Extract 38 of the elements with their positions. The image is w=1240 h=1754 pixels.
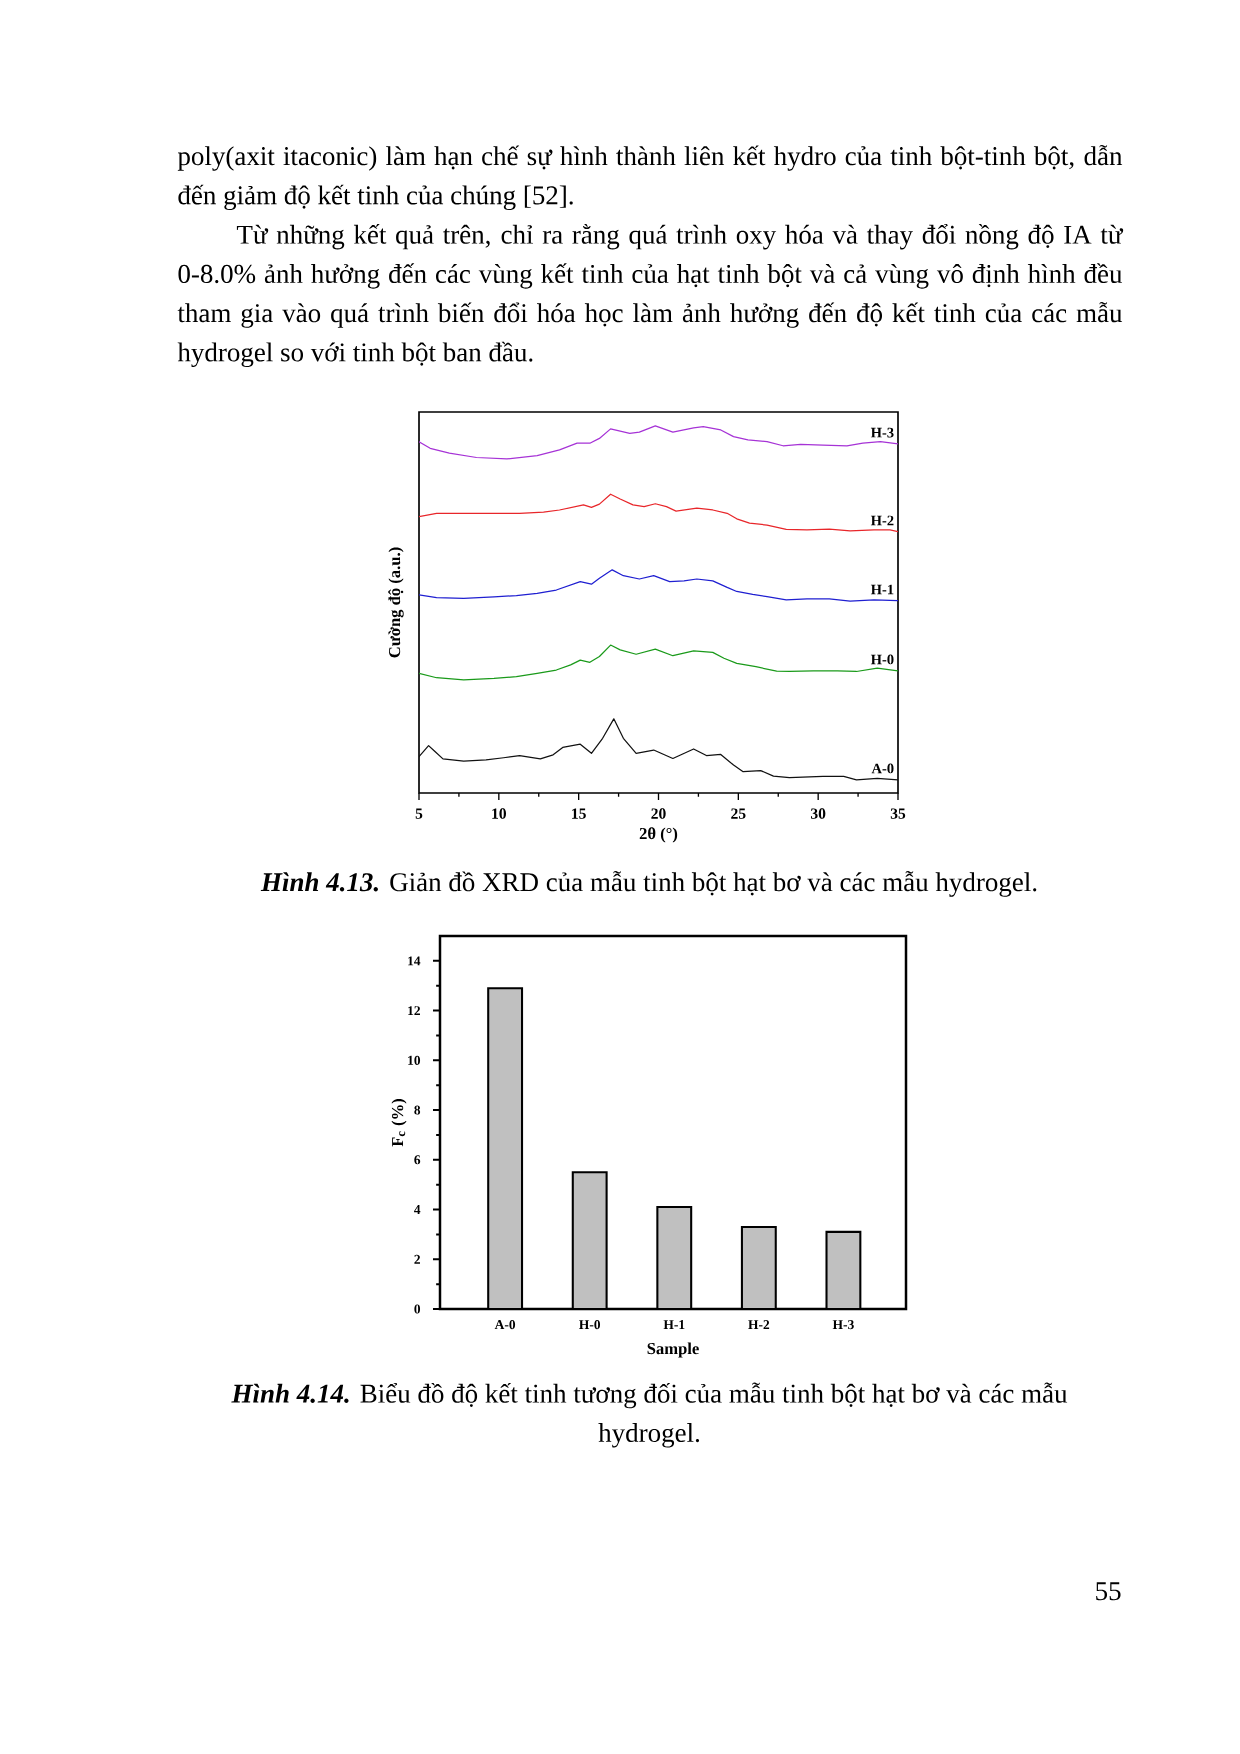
series-label: H-0 (870, 654, 894, 665)
x-tick-label: 25 (731, 808, 746, 819)
series-label: H-3 (870, 427, 894, 438)
x-tick-label: 15 (572, 808, 586, 819)
x-axis-title: 2θ (°) (639, 827, 678, 843)
y-tick-label: 6 (414, 1155, 421, 1165)
series-label: H-2 (870, 515, 894, 526)
series-label: A-0 (871, 763, 894, 774)
x-tick-label: 30 (810, 808, 826, 819)
bar (487, 987, 524, 1309)
x-tick-label: H-1 (663, 1320, 685, 1329)
y-axis-title: Cường độ (a.u.) (388, 547, 404, 658)
x-tick-label: 35 (890, 808, 906, 819)
y-tick-label: 12 (408, 1006, 420, 1016)
text: poly(axit itaconic) làm hạn chế sự hình thành liên kết hydro của tinh bột-tinh bột, dẫn đến giảm độ kết tinh của chúng [52]. (177, 144, 1123, 211)
y-axis-title: F$_{c}$ (%) (391, 1098, 407, 1147)
bar (571, 1171, 608, 1309)
x-tick-label: 10 (492, 808, 507, 819)
bar (656, 1206, 693, 1309)
text: Hình 4.14. Biểu đồ độ kết tinh tương đối của mẫu tinh bột hạt bơ và các mẫu hydrogel. (231, 1382, 1068, 1448)
y-tick-label: 10 (408, 1055, 421, 1065)
series-label: H-1 (870, 584, 894, 595)
y-tick-label: 2 (414, 1254, 420, 1264)
y-tick-label: 4 (414, 1205, 421, 1214)
y-tick-label: 0 (414, 1304, 421, 1314)
text: Hình 4.13. Giản đồ XRD của mẫu tinh bột hạt bơ và các mẫu hydrogel. (260, 871, 1037, 897)
x-tick-label: A-0 (494, 1320, 516, 1330)
x-tick-label: H-3 (832, 1320, 854, 1330)
x-tick-label: H-0 (579, 1320, 601, 1330)
text: Từ những kết quả trên, chỉ ra rằng quá trình oxy hóa và thay đổi nồng độ IA từ 0-8.0% ảnh hưởng đến các vùng kết tinh của hạt tinh bột và cả vùng vô định hình đều tham gia vào quá trình biến đổi hóa học làm ảnh hưởng đến độ kết tinh của các mẫu hydrogel so với tinh bột ban đầu. (177, 224, 1124, 368)
x-tick-label: 5 (415, 808, 423, 819)
bar (740, 1225, 777, 1309)
y-tick-label: 14 (408, 956, 421, 966)
y-tick-label: 8 (414, 1105, 421, 1115)
x-tick-label: H-2 (748, 1320, 770, 1329)
x-axis-title: Sample (647, 1342, 699, 1358)
text: 55 (1096, 1582, 1121, 1601)
x-tick-label: 20 (651, 808, 666, 819)
